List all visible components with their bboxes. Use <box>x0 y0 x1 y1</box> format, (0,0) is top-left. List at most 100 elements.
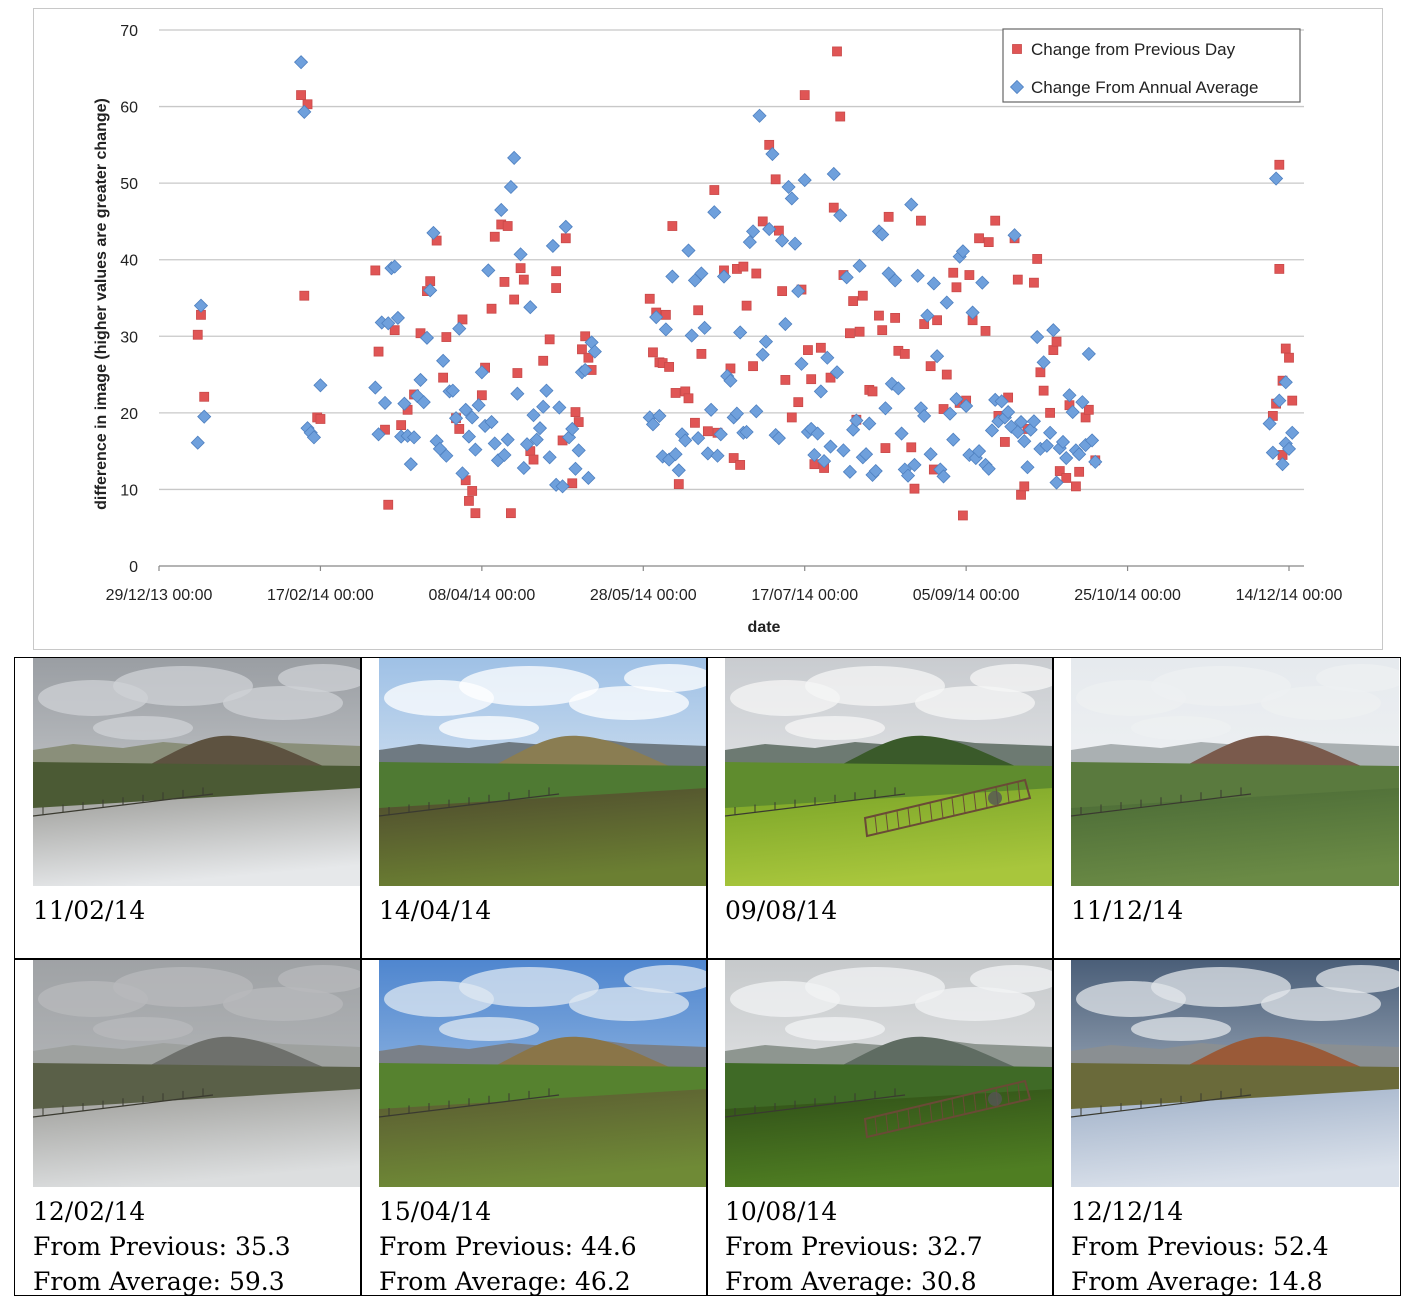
data-point-diamond <box>445 383 460 398</box>
data-point-diamond <box>578 362 593 378</box>
x-tick-label: 05/09/14 00:00 <box>913 587 1020 604</box>
data-point-diamond <box>923 447 938 462</box>
landscape-photo <box>1071 959 1399 1187</box>
data-point-square <box>825 372 836 383</box>
data-point-diamond <box>710 448 725 463</box>
data-point-diamond <box>571 443 586 458</box>
data-point-square <box>551 266 562 277</box>
data-point-diamond <box>678 433 693 448</box>
data-point-square <box>854 326 865 337</box>
data-point-square <box>909 483 920 494</box>
data-point-square <box>786 412 797 423</box>
data-point-square <box>899 348 910 359</box>
data-point-square <box>660 309 671 320</box>
cloud <box>93 1017 193 1041</box>
data-point-square <box>544 334 555 345</box>
data-point-diamond <box>852 258 867 273</box>
cloud <box>1261 686 1381 720</box>
data-point-diamond <box>555 479 570 494</box>
data-point-diamond <box>894 426 909 441</box>
data-point-square <box>764 139 775 150</box>
data-point-square <box>1016 489 1026 500</box>
data-point-square <box>438 372 449 383</box>
data-point-diamond <box>519 437 535 452</box>
cloud <box>785 1017 885 1041</box>
data-point-square <box>738 261 749 272</box>
photo-date: 09/08/14 <box>725 896 838 925</box>
cloud <box>624 664 707 692</box>
data-point-diamond <box>1262 416 1277 431</box>
photo-frame <box>379 959 707 1187</box>
data-point-diamond <box>1046 323 1061 338</box>
data-point-square <box>1029 277 1039 288</box>
cloud <box>1151 666 1291 706</box>
data-point-diamond <box>471 398 486 413</box>
data-point-square <box>476 390 487 401</box>
data-point-diamond <box>942 406 958 421</box>
data-point-square <box>1274 264 1285 274</box>
photo-date: 10/08/14 <box>725 1197 838 1226</box>
cloud <box>439 716 539 740</box>
data-point-square <box>470 508 481 519</box>
photo-date: 14/04/14 <box>379 896 492 925</box>
data-point-diamond <box>694 266 709 281</box>
y-axis-title: difference in image (higher values are g… <box>93 98 110 510</box>
data-point-square <box>919 319 930 329</box>
data-point-square <box>199 391 210 402</box>
data-point-diamond <box>775 233 790 248</box>
data-point-square <box>735 460 746 470</box>
data-point-square <box>573 417 584 427</box>
data-point-square <box>667 221 678 231</box>
data-point-diamond <box>1049 475 1064 490</box>
field <box>1071 788 1399 886</box>
data-point-diamond <box>920 308 935 323</box>
cloud <box>113 967 253 1007</box>
data-point-diamond <box>423 283 438 298</box>
data-point-diamond <box>700 446 715 461</box>
data-point-diamond <box>397 396 412 411</box>
data-point-square <box>1051 336 1062 347</box>
field <box>33 1089 361 1187</box>
x-tick-label: 17/07/14 00:00 <box>751 587 858 604</box>
photo-frame <box>33 959 361 1187</box>
data-point-diamond <box>784 191 799 206</box>
data-point-square <box>1038 385 1049 396</box>
data-point-diamond <box>1281 441 1297 456</box>
field <box>33 788 361 886</box>
cloud <box>113 666 253 706</box>
data-point-diamond <box>542 450 557 465</box>
data-point-diamond <box>888 273 903 288</box>
data-point-square <box>518 274 529 285</box>
y-tick-label: 0 <box>129 559 138 576</box>
data-point-square <box>509 294 520 305</box>
data-point-square <box>1012 44 1022 54</box>
data-point-square <box>932 315 942 326</box>
data-point-square <box>867 386 878 397</box>
data-point-square <box>1287 395 1298 406</box>
data-point-diamond <box>810 426 825 441</box>
data-point-square <box>673 479 684 489</box>
y-tick-label: 10 <box>120 482 138 499</box>
data-point-diamond <box>532 421 548 436</box>
data-point-diamond <box>1036 355 1051 370</box>
data-point-square <box>941 369 952 380</box>
data-point-diamond <box>807 447 822 463</box>
data-point-square <box>1019 481 1030 492</box>
data-point-diamond <box>419 330 435 345</box>
data-point-diamond <box>762 222 777 237</box>
data-point-square <box>567 478 578 489</box>
data-point-diamond <box>1059 450 1074 466</box>
data-point-diamond <box>503 179 518 195</box>
data-point-diamond <box>939 295 954 310</box>
landscape-photo <box>33 959 361 1187</box>
data-point-diamond <box>797 173 812 188</box>
data-point-diamond <box>1265 445 1280 460</box>
data-point-diamond <box>742 235 757 250</box>
data-point-diamond <box>836 443 851 458</box>
data-point-square <box>1048 345 1059 355</box>
data-point-diamond <box>733 325 748 340</box>
field <box>379 1089 707 1187</box>
data-point-diamond <box>668 447 683 462</box>
data-point-diamond <box>1020 460 1035 475</box>
data-point-square <box>299 290 310 301</box>
